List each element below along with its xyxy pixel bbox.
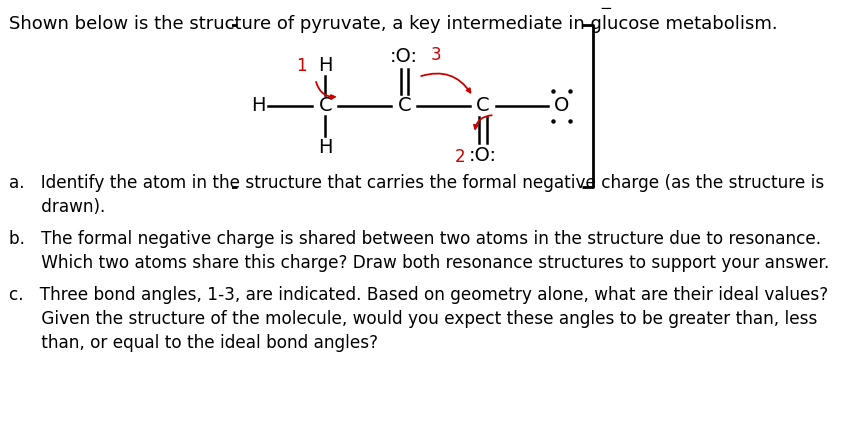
Text: :O:: :O: (469, 146, 497, 165)
Text: H: H (318, 138, 333, 157)
Text: C: C (318, 96, 332, 116)
Text: Which two atoms share this charge? Draw both resonance structures to support you: Which two atoms share this charge? Draw … (9, 254, 829, 272)
Text: H: H (318, 56, 333, 75)
Text: O: O (554, 96, 569, 116)
Text: H: H (251, 96, 265, 116)
Text: than, or equal to the ideal bond angles?: than, or equal to the ideal bond angles? (9, 334, 378, 352)
Text: 3: 3 (430, 46, 441, 64)
Text: Shown below is the structure of pyruvate, a key intermediate in glucose metaboli: Shown below is the structure of pyruvate… (9, 15, 777, 34)
Text: Given the structure of the molecule, would you expect these angles to be greater: Given the structure of the molecule, wou… (9, 310, 817, 328)
Text: C: C (476, 96, 490, 116)
Text: drawn).: drawn). (9, 198, 105, 217)
Text: −: − (599, 0, 611, 15)
Text: C: C (397, 96, 411, 116)
Text: a.   Identify the atom in the structure that carries the formal negative charge : a. Identify the atom in the structure th… (9, 174, 824, 192)
Text: :O:: :O: (390, 47, 418, 66)
Text: c.   Three bond angles, 1-3, are indicated. Based on geometry alone, what are th: c. Three bond angles, 1-3, are indicated… (9, 286, 827, 304)
Text: b.   The formal negative charge is shared between two atoms in the structure due: b. The formal negative charge is shared … (9, 230, 820, 248)
Text: 2: 2 (455, 148, 465, 166)
Text: 1: 1 (296, 57, 306, 75)
